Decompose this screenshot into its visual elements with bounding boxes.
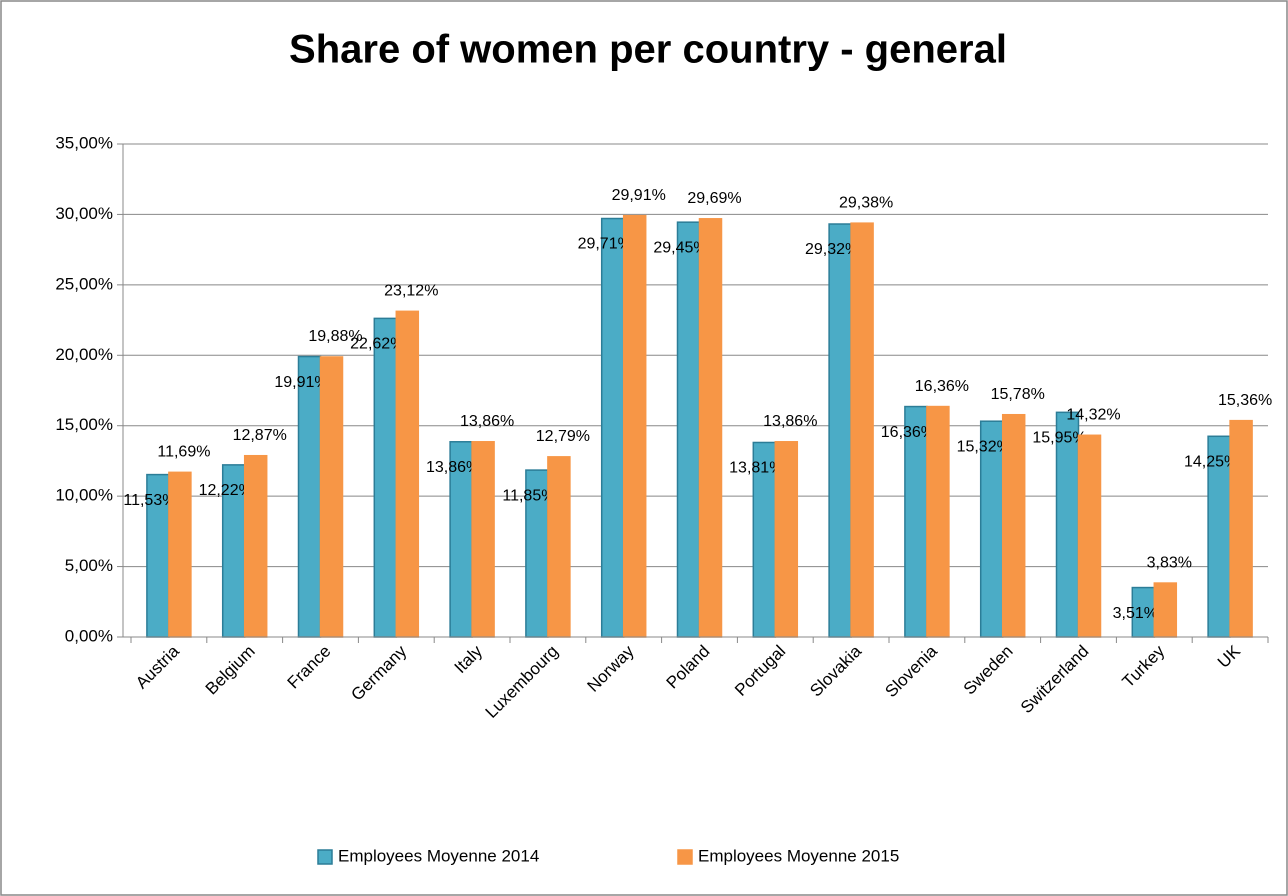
legend-swatch (677, 849, 693, 865)
chart-title: Share of women per country - general (289, 28, 1007, 72)
y-tick-label: 30,00% (55, 204, 113, 223)
bar (676, 221, 701, 638)
bar (395, 310, 420, 638)
data-label: 15,36% (1218, 392, 1272, 409)
data-label: 14,32% (1066, 407, 1120, 424)
y-tick-label: 25,00% (55, 274, 113, 293)
legend-label: Employees Moyenne 2015 (698, 846, 899, 865)
data-label: 15,78% (991, 386, 1045, 403)
data-label: 29,91% (612, 187, 666, 204)
bar (1077, 434, 1102, 638)
bar (297, 355, 322, 638)
bar (1153, 582, 1178, 638)
y-tick-label: 20,00% (55, 345, 113, 364)
data-label: 22,62% (350, 336, 404, 353)
data-label: 19,88% (308, 328, 362, 345)
bar (471, 441, 495, 638)
y-tick-label: 35,00% (55, 133, 113, 152)
data-label: 29,32% (805, 241, 859, 258)
data-label: 29,69% (687, 190, 741, 207)
data-label: 3,83% (1147, 554, 1192, 571)
legend-label: Employees Moyenne 2014 (338, 846, 539, 865)
data-label: 29,71% (578, 236, 632, 253)
data-label: 15,32% (957, 438, 1011, 455)
bar (698, 218, 723, 638)
data-label: 12,79% (536, 428, 590, 445)
bar (373, 317, 398, 638)
data-label: 11,69% (157, 444, 210, 461)
data-label: 15,95% (1032, 430, 1086, 447)
bar (926, 405, 950, 638)
bar (168, 471, 192, 638)
bar (622, 214, 647, 638)
data-label: 12,87% (233, 427, 287, 444)
y-tick-label: 5,00% (65, 556, 113, 575)
bar (904, 405, 928, 638)
y-tick-label: 15,00% (55, 415, 113, 434)
data-label: 12,22% (199, 482, 253, 499)
bar (600, 217, 625, 638)
bar (243, 454, 268, 638)
data-label: 13,86% (426, 459, 480, 476)
data-label: 16,36% (881, 424, 935, 441)
data-label: 14,25% (1184, 453, 1238, 470)
data-label: 19,91% (274, 374, 328, 391)
data-label: 11,53% (123, 492, 176, 509)
data-label: 23,12% (384, 283, 438, 300)
data-label: 29,38% (839, 194, 893, 211)
bar (828, 223, 852, 638)
y-tick-label: 10,00% (55, 486, 113, 505)
bar (774, 441, 799, 638)
data-label: 13,86% (763, 413, 817, 430)
data-label: 29,45% (653, 239, 707, 256)
legend-swatch (317, 849, 333, 865)
y-tick-label: 0,00% (65, 626, 113, 645)
data-label: 11,85% (502, 487, 555, 504)
bar (1229, 419, 1253, 638)
data-label: 3,51% (1113, 605, 1158, 622)
data-label: 16,36% (915, 378, 969, 395)
data-label: 13,81% (729, 460, 783, 477)
bar (1001, 413, 1026, 638)
data-label: 13,86% (460, 413, 514, 430)
bar (319, 356, 344, 638)
bar (850, 222, 874, 638)
bar (547, 456, 571, 638)
